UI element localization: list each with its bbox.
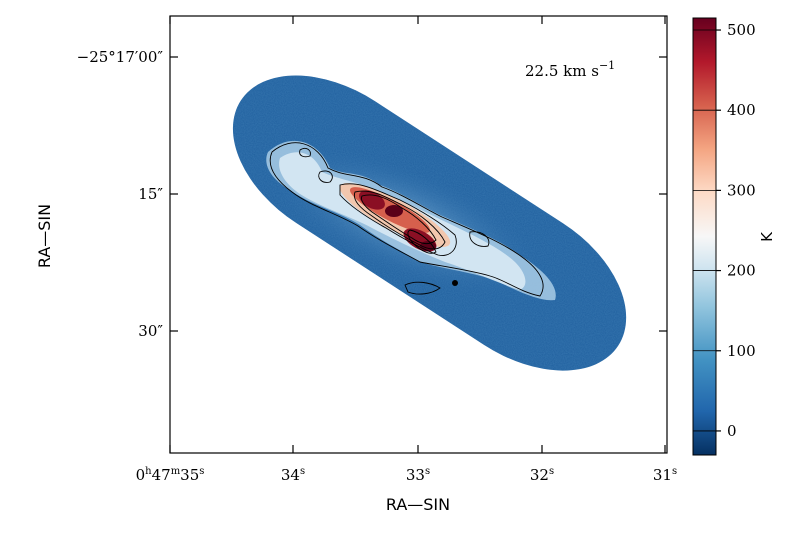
colorbar-ticks: 0 100 200 300 400 500	[693, 21, 756, 440]
contour-lines	[269, 142, 544, 297]
x-tick-label: 33s	[406, 466, 430, 484]
colorbar: 0 100 200 300 400 500 K	[692, 17, 776, 456]
y-tick-label: 15″	[138, 185, 163, 203]
x-axis-title: RA—SIN	[386, 495, 450, 514]
y-tick-label: 30″	[138, 322, 163, 340]
x-ticks: 0h47m35s 34s 33s 32s 31s	[136, 16, 677, 484]
colorbar-tick-label: 400	[727, 101, 756, 119]
y-axis-title: RA—SIN	[35, 204, 54, 268]
velocity-annotation: 22.5 km s−1	[525, 59, 615, 80]
colorbar-tick-label: 300	[727, 181, 756, 199]
colorbar-tick-label: 100	[727, 342, 756, 360]
colorbar-tick-label: 200	[727, 262, 756, 280]
colorbar-label: K	[758, 231, 776, 242]
map-image	[201, 39, 658, 407]
colorbar-tick-label: 500	[727, 21, 756, 39]
x-tick-label: 31s	[653, 466, 677, 484]
x-tick-label: 34s	[281, 466, 305, 484]
y-ticks: −25°17′00″ 15″ 30″	[77, 48, 667, 340]
colorbar-gradient	[692, 17, 717, 456]
x-tick-label: 0h47m35s	[136, 466, 205, 484]
x-tick-label: 32s	[530, 466, 554, 484]
colorbar-tick-label: 0	[727, 422, 737, 440]
y-tick-label: −25°17′00″	[77, 48, 164, 66]
